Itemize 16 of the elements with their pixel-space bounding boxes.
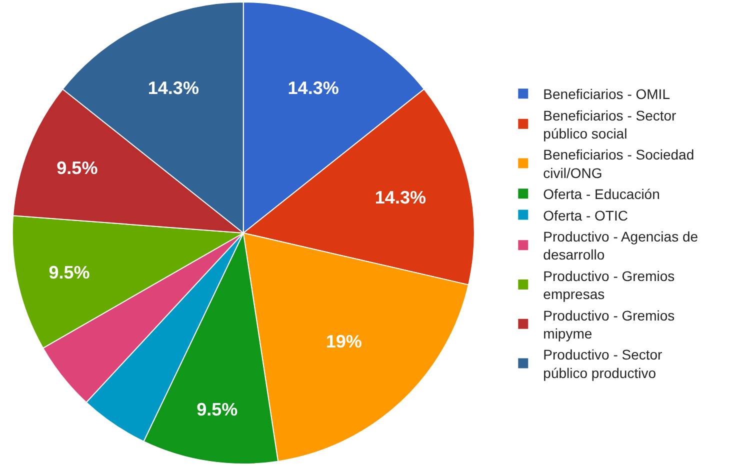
data-label: 14.3%	[374, 187, 426, 208]
data-label: 9.5%	[56, 158, 98, 178]
legend-label: Productivo - Sector público productivo	[543, 346, 663, 381]
legend-label: Oferta - OTIC	[543, 207, 628, 224]
data-label: 19%	[326, 331, 362, 352]
legend-label: Productivo - Gremios empresas	[543, 268, 675, 302]
legend-label: Beneficiarios - Sector público social	[543, 107, 677, 142]
legend-label: Productivo - Agencias de desarrollo	[543, 228, 698, 263]
legend-label: Oferta - Educación	[543, 186, 660, 202]
legend-label: Beneficiarios - Sociedad civil/ONG	[543, 146, 694, 181]
legend-label: Beneficiarios - OMIL	[543, 86, 670, 102]
data-label: 14.3%	[148, 78, 199, 98]
data-label: 14.3%	[288, 78, 339, 98]
data-label: 9.5%	[48, 262, 90, 282]
data-label: 9.5%	[196, 400, 238, 420]
legend-label: Productivo - Gremios mipyme	[543, 307, 675, 342]
